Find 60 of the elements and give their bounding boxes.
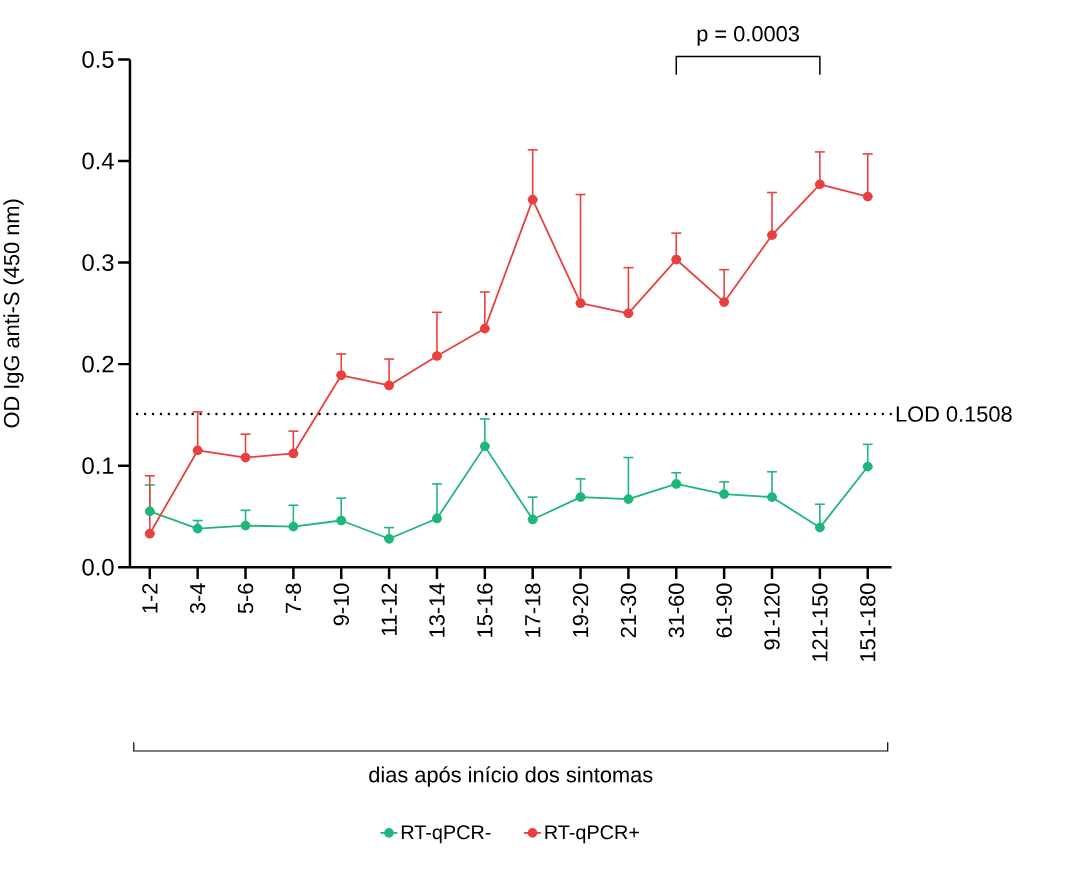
y-tick-label: 0.0	[82, 558, 114, 576]
point	[192, 523, 203, 534]
x-tick-label: 21-30	[620, 583, 637, 638]
x-tick-label: 91-120	[764, 583, 780, 650]
point	[336, 515, 347, 526]
x-tick-label: 7-8	[285, 583, 302, 614]
point	[240, 520, 251, 531]
point	[432, 351, 442, 362]
legend-label: RT-qPCR-	[401, 825, 491, 844]
point	[623, 308, 634, 319]
y-tick-label: 0.4	[82, 152, 114, 170]
x-tick-label: 1-2	[142, 583, 158, 613]
x-tick-label: 3-4	[189, 583, 206, 614]
y-tick-label: 0.5	[82, 51, 114, 69]
point	[384, 534, 394, 544]
point	[240, 452, 251, 463]
x-tick-label: 13-14	[429, 583, 445, 637]
point	[479, 441, 490, 452]
y-axis-title: OD IgG anti-S (450 nm)	[3, 199, 24, 428]
point	[479, 323, 490, 334]
point	[527, 194, 538, 205]
x-tick-label: 31-60	[668, 583, 685, 638]
text: p = 0.0003	[697, 26, 799, 47]
point	[815, 522, 825, 533]
x-tick-label: 151-180	[860, 583, 876, 662]
y-tick-label: 0.3	[82, 254, 114, 272]
point	[767, 230, 777, 241]
x-tick-label: 11-12	[381, 583, 397, 636]
point	[719, 297, 729, 308]
point	[288, 521, 299, 532]
x-tick-label: 9-10	[333, 583, 349, 626]
point	[144, 529, 155, 539]
x-tick-label: 17-18	[524, 583, 541, 637]
x-tick-label: 61-90	[716, 583, 732, 638]
point	[671, 479, 682, 489]
x-tick-label: 121-150	[812, 583, 828, 662]
point	[862, 461, 873, 472]
point	[671, 254, 682, 265]
point	[767, 492, 777, 503]
x-tick-label: 5-6	[237, 583, 254, 614]
point	[815, 179, 825, 190]
point	[719, 489, 729, 500]
x-tick-label: 15-16	[477, 583, 493, 637]
point	[192, 445, 203, 456]
point	[432, 513, 442, 524]
y-tick-label: 0.2	[82, 355, 114, 373]
x-tick-label: 19-20	[572, 583, 589, 637]
point	[336, 370, 347, 381]
legend-label: RT-qPCR+	[545, 825, 639, 844]
point	[527, 514, 538, 525]
point	[288, 448, 299, 459]
point	[575, 492, 586, 503]
x-axis-title: dias após início dos sintomas	[369, 766, 653, 787]
point	[862, 191, 873, 202]
y-tick-label: 0.1	[82, 457, 114, 475]
point	[144, 506, 155, 517]
point	[623, 494, 634, 505]
point	[384, 380, 394, 391]
point	[575, 298, 586, 309]
ref-line-label: LOD 0.1508	[896, 406, 1012, 422]
